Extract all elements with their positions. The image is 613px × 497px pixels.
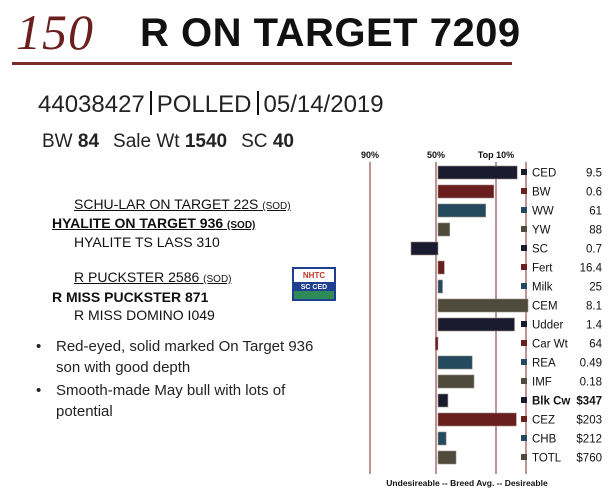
bw-label: BW bbox=[42, 131, 73, 152]
trait-label-sc: SC bbox=[532, 244, 548, 256]
pedigree-sire-dam: HYALITE TS LASS 310 bbox=[74, 234, 220, 250]
epd-percentile-chart: 90% 50% Top 10% CED 9.5 BW 0.6 WW 61 YW 88 SC 0.7… bbox=[361, 150, 603, 488]
trait-value-totl: $760 bbox=[576, 453, 602, 465]
chart-bar-ww bbox=[437, 203, 487, 218]
legend-swatch bbox=[521, 302, 527, 308]
tick-label-50: 50% bbox=[427, 150, 445, 160]
chart-bar-yw bbox=[437, 222, 450, 237]
trait-label-cez: CEZ bbox=[532, 415, 555, 427]
chart-bar-car-wt bbox=[435, 336, 439, 351]
pedigree-sire-sire: SCHU-LAR ON TARGET 22S (SOD) bbox=[74, 196, 291, 212]
trait-label-fert: Fert bbox=[532, 263, 553, 275]
chart-bar-sc bbox=[410, 241, 439, 256]
divider bbox=[256, 91, 259, 115]
sc-label: SC bbox=[241, 131, 268, 152]
trait-label-blk-cw: Blk Cw bbox=[532, 396, 570, 408]
trait-label-udder: Udder bbox=[532, 320, 563, 332]
trait-value-cem: 8.1 bbox=[586, 301, 602, 313]
note-item: Red-eyed, solid marked On Target 936 son… bbox=[36, 336, 336, 378]
trait-label-milk: Milk bbox=[532, 282, 553, 294]
legend-swatch bbox=[521, 435, 527, 441]
legend-swatch bbox=[521, 321, 527, 327]
sc-value: 40 bbox=[272, 131, 294, 152]
legend-swatch bbox=[521, 264, 527, 270]
trait-value-cez: $203 bbox=[576, 415, 602, 427]
trait-label-car-wt: Car Wt bbox=[532, 339, 569, 351]
legend-swatch bbox=[521, 226, 527, 232]
trait-label-yw: YW bbox=[532, 225, 551, 237]
tick-label-90: 90% bbox=[361, 150, 379, 160]
polled-status: POLLED bbox=[156, 91, 252, 118]
legend-swatch bbox=[521, 416, 527, 422]
title-divider bbox=[12, 62, 512, 65]
legend-swatch bbox=[521, 359, 527, 365]
chart-bar-blk-cw bbox=[437, 393, 449, 408]
trait-value-sc: 0.7 bbox=[586, 244, 602, 256]
legend-swatch bbox=[521, 378, 527, 384]
chart-bar-imf bbox=[437, 374, 475, 389]
tick-label-top10: Top 10% bbox=[478, 150, 514, 160]
stats-line: BW 84 Sale Wt 1540 SC 40 bbox=[42, 130, 294, 154]
trait-value-car-wt: 64 bbox=[589, 339, 602, 351]
pedigree-dam-sire: R PUCKSTER 2586 (SOD) bbox=[74, 269, 232, 285]
legend-swatch bbox=[521, 397, 527, 403]
pedigree-dam-dam: R MISS DOMINO I049 bbox=[74, 307, 215, 323]
legend-swatch bbox=[521, 188, 527, 194]
divider bbox=[149, 91, 152, 115]
chart-bar-bw bbox=[437, 184, 495, 199]
legend-swatch bbox=[521, 245, 527, 251]
legend-swatch bbox=[521, 207, 527, 213]
lot-number: 150 bbox=[16, 4, 94, 60]
axis-footer-label: Undesireable -- Breed Avg. -- Desireable bbox=[386, 478, 548, 488]
bw-value: 84 bbox=[77, 131, 100, 152]
chart-bar-chb bbox=[437, 431, 447, 446]
registration-number: 44038427 bbox=[38, 91, 145, 118]
chart-bar-udder bbox=[437, 317, 515, 332]
legend-swatch bbox=[521, 169, 527, 175]
chart-bar-fert bbox=[437, 260, 445, 275]
trait-value-yw: 88 bbox=[589, 225, 602, 237]
chart-bar-milk bbox=[437, 279, 443, 294]
trait-value-ww: 61 bbox=[589, 206, 602, 218]
chart-bar-cez bbox=[437, 412, 517, 427]
identity-line: 44038427 POLLED 05/14/2019 bbox=[38, 90, 384, 120]
trait-value-fert: 16.4 bbox=[580, 263, 603, 275]
badge-mid-text: SC CED bbox=[301, 284, 327, 291]
trait-label-bw: BW bbox=[532, 187, 551, 199]
pedigree-sire: HYALITE ON TARGET 936 (SOD) bbox=[52, 215, 256, 231]
trait-value-udder: 1.4 bbox=[586, 320, 603, 332]
trait-label-rea: REA bbox=[532, 358, 556, 370]
sale-wt-value: 1540 bbox=[184, 131, 228, 152]
birth-date: 05/14/2019 bbox=[263, 91, 384, 118]
trait-value-rea: 0.49 bbox=[580, 358, 602, 370]
chart-bar-totl bbox=[437, 450, 457, 465]
legend-swatch bbox=[521, 340, 527, 346]
trait-label-totl: TOTL bbox=[532, 453, 562, 465]
note-item: Smooth-made May bull with lots of potent… bbox=[36, 380, 336, 422]
trait-label-cem: CEM bbox=[532, 301, 558, 313]
legend-swatch bbox=[521, 283, 527, 289]
chart-bar-rea bbox=[437, 355, 473, 370]
trait-value-chb: $212 bbox=[576, 434, 602, 446]
chart-bar-ced bbox=[437, 165, 518, 180]
trait-label-chb: CHB bbox=[532, 434, 557, 446]
notes-list: Red-eyed, solid marked On Target 936 son… bbox=[36, 336, 336, 424]
bull-name-title: R ON TARGET 7209 bbox=[140, 11, 521, 55]
nhtc-badge-icon: NHTC SC CED bbox=[292, 267, 336, 301]
trait-label-ww: WW bbox=[532, 206, 554, 218]
sale-wt-label: Sale Wt bbox=[113, 131, 180, 152]
trait-value-imf: 0.18 bbox=[580, 377, 602, 389]
pedigree-dam: R MISS PUCKSTER 871 bbox=[52, 289, 209, 305]
trait-value-milk: 25 bbox=[589, 282, 602, 294]
trait-value-blk-cw: $347 bbox=[576, 396, 602, 408]
trait-label-ced: CED bbox=[532, 168, 556, 180]
legend-swatch bbox=[521, 454, 527, 460]
trait-value-bw: 0.6 bbox=[586, 187, 602, 199]
trait-value-ced: 9.5 bbox=[586, 168, 602, 180]
badge-top-text: NHTC bbox=[303, 271, 325, 280]
chart-bar-cem bbox=[437, 298, 529, 313]
trait-label-imf: IMF bbox=[532, 377, 552, 389]
